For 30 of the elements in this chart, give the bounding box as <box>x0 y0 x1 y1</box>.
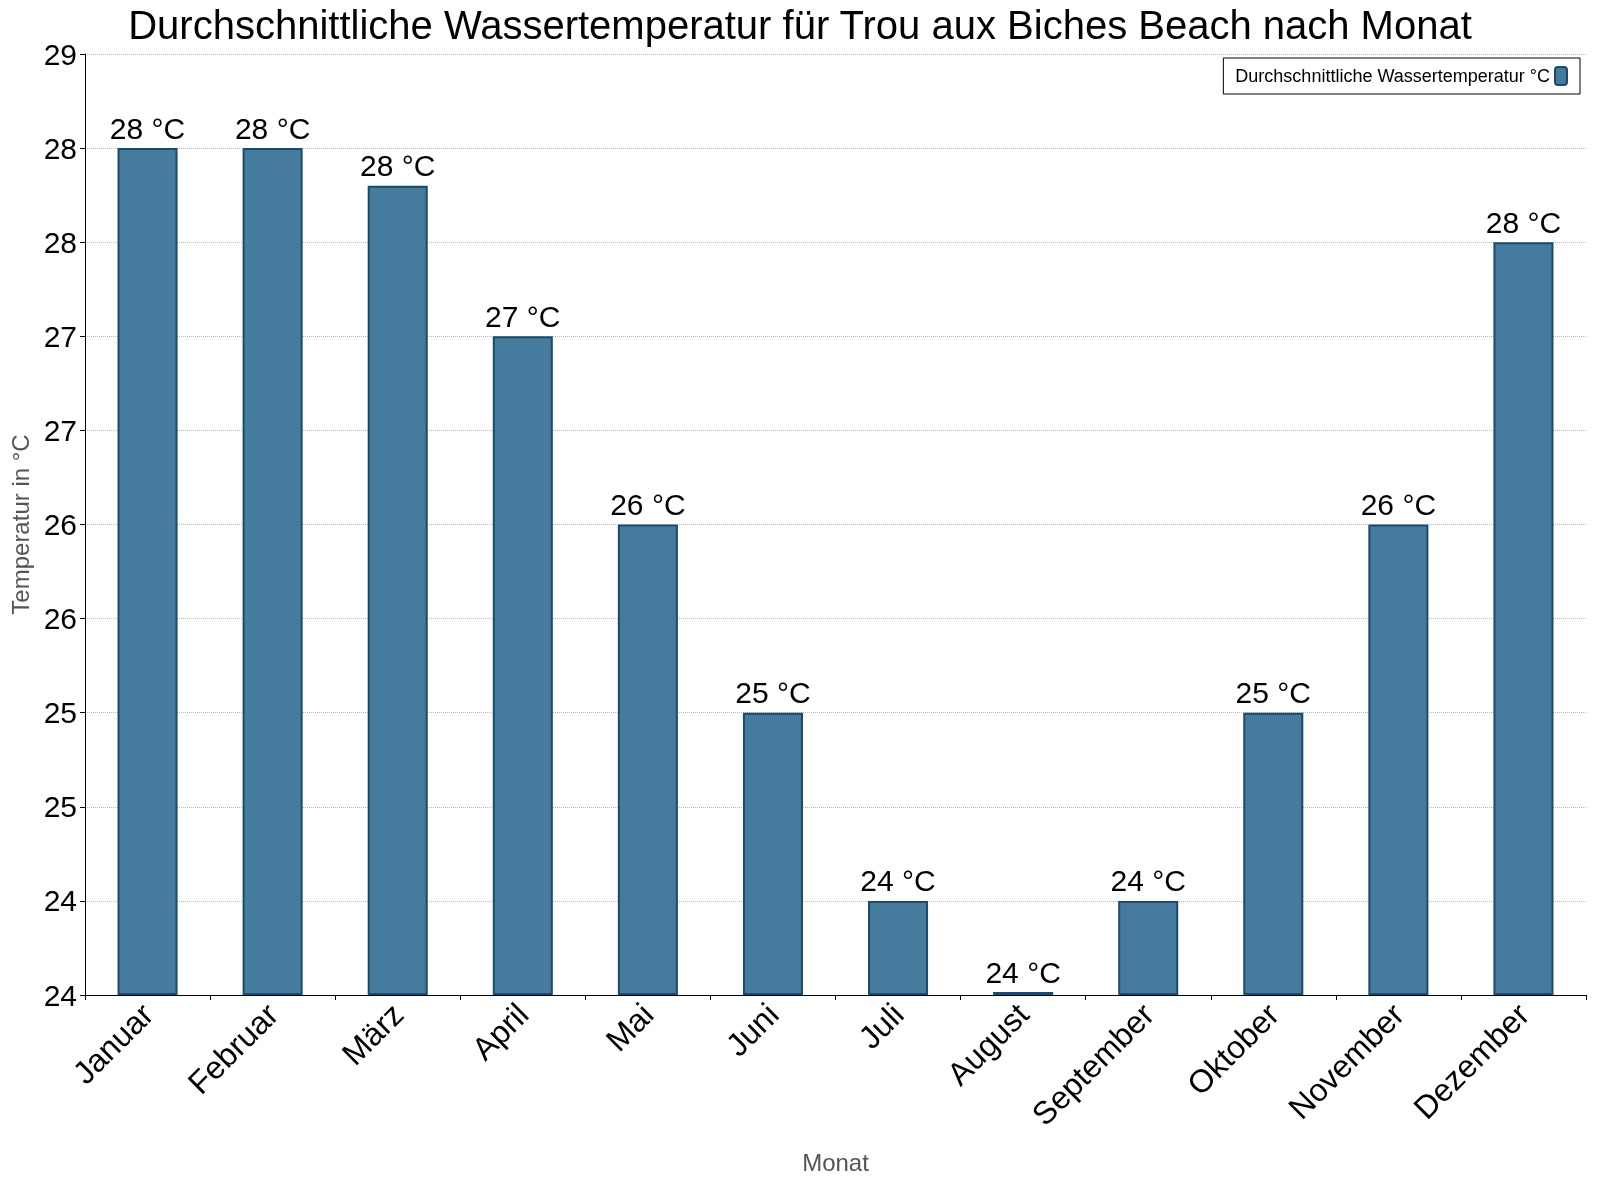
y-tick-label: 24 <box>43 884 77 918</box>
y-tick-label: 25 <box>43 696 77 730</box>
y-tick-label: 26 <box>43 602 77 636</box>
data-label: 24 °C <box>1110 864 1186 898</box>
data-label: 28 °C <box>234 111 311 145</box>
y-tick-label: 28 <box>43 225 77 259</box>
y-tick-label: 25 <box>43 790 77 824</box>
data-label: 25 °C <box>735 676 811 710</box>
data-label: 27 °C <box>485 299 561 333</box>
y-tick-label: 28 <box>43 131 77 165</box>
y-tick-label: 27 <box>43 319 77 353</box>
x-tick-label: Mai <box>598 996 661 1059</box>
data-label: 28 °C <box>109 111 186 145</box>
data-label: 24 °C <box>985 955 1061 989</box>
data-label: 25 °C <box>1235 676 1311 710</box>
x-tick-label: Juni <box>718 996 786 1064</box>
x-axis-title: Monat <box>802 1148 870 1176</box>
data-label: 26 °C <box>1360 488 1437 521</box>
y-tick-label: 26 <box>43 508 77 541</box>
data-label: 28 °C <box>360 149 436 183</box>
y-tick-label: 29 <box>43 37 77 71</box>
y-tick-label: 24 <box>43 978 77 1012</box>
chart-title: Durchschnittliche Wassertemperatur für Trou aux Biches Beach nach Monat <box>128 3 1472 47</box>
data-label: 24 °C <box>860 864 936 898</box>
x-tick-label: Juli <box>851 996 911 1056</box>
y-tick-label: 27 <box>43 413 77 447</box>
legend-label: Durchschnittliche Wassertemperatur °C <box>1235 66 1550 86</box>
data-label: 28 °C <box>1485 205 1562 239</box>
y-axis-title: Temperatur in °C <box>7 434 35 615</box>
data-label: 26 °C <box>610 488 686 521</box>
